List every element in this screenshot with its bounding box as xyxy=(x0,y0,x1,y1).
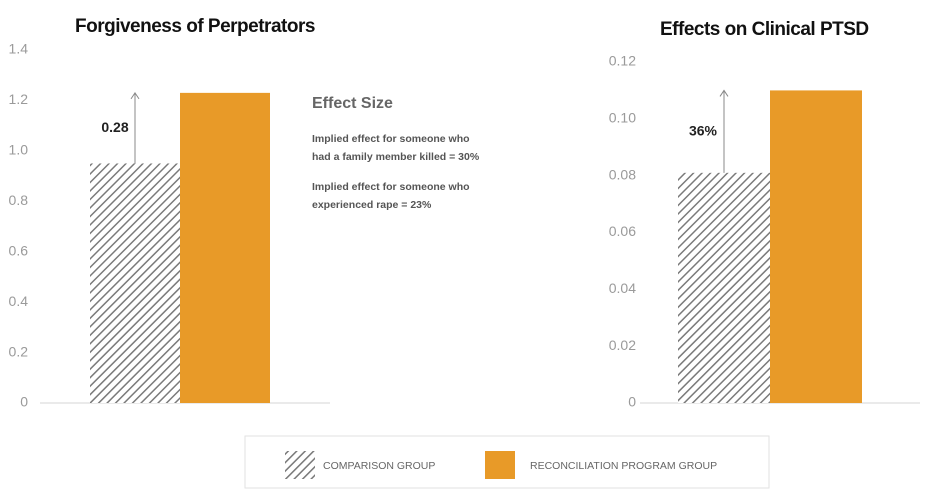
note-line: Implied effect for someone who xyxy=(312,133,470,145)
bar xyxy=(770,90,862,404)
bar xyxy=(678,172,770,403)
arrow-head xyxy=(130,91,140,100)
y-tick-label: 0.12 xyxy=(609,53,636,69)
legend-swatch xyxy=(485,451,515,479)
y-tick-label: 0.6 xyxy=(9,242,29,258)
bar xyxy=(180,92,270,403)
y-tick-label: 0.4 xyxy=(9,293,29,309)
legend-swatch xyxy=(285,451,315,479)
y-tick-label: 0.06 xyxy=(609,223,636,239)
note-line: Implied effect for someone who xyxy=(312,181,470,193)
y-tick-label: 1.4 xyxy=(9,41,29,57)
arrow-head xyxy=(719,89,729,97)
chart-title: Forgiveness of Perpetrators xyxy=(75,16,315,37)
chart-title: Effects on Clinical PTSD xyxy=(660,19,869,40)
legend-label: COMPARISON GROUP xyxy=(323,460,435,472)
y-tick-label: 1.2 xyxy=(9,91,29,107)
note-line: had a family member killed = 30% xyxy=(312,151,480,163)
y-tick-label: 0.04 xyxy=(609,280,636,296)
y-tick-label: 0.2 xyxy=(9,343,29,359)
note-line: experienced rape = 23% xyxy=(312,199,432,211)
bar xyxy=(90,163,180,403)
y-tick-label: 0.08 xyxy=(609,166,636,182)
legend-label: RECONCILIATION PROGRAM GROUP xyxy=(530,460,717,472)
y-tick-label: 0.8 xyxy=(9,192,29,208)
y-tick-label: 0.02 xyxy=(609,337,636,353)
note-title: Effect Size xyxy=(312,95,393,112)
y-tick-label: 1.0 xyxy=(9,142,29,158)
annotation: 36% xyxy=(689,122,718,138)
annotation: 0.28 xyxy=(101,119,128,135)
y-tick-label: 0.10 xyxy=(609,110,636,126)
y-tick-label: 0 xyxy=(628,394,636,410)
y-tick-label: 0 xyxy=(20,394,28,410)
